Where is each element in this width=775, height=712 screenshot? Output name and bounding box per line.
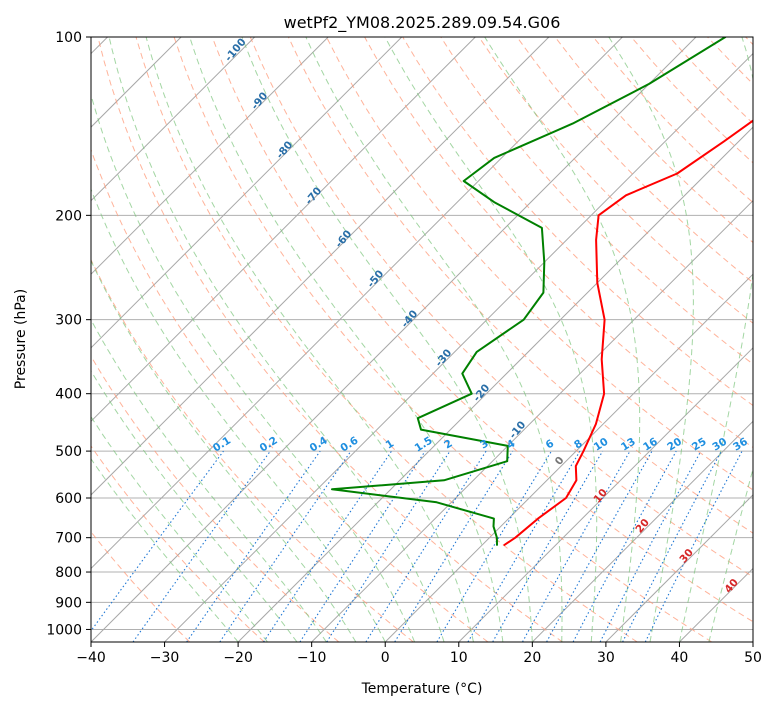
x-tick-label: 0 <box>381 650 390 666</box>
plot-background <box>91 37 753 642</box>
y-tick-label: 600 <box>55 491 82 507</box>
x-tick-label: −10 <box>297 650 327 666</box>
y-tick-label: 900 <box>55 595 82 611</box>
y-tick-label: 700 <box>55 531 82 547</box>
y-axis-title: Pressure (hPa) <box>13 289 29 389</box>
x-tick-label: −30 <box>150 650 180 666</box>
x-tick-label: 10 <box>450 650 468 666</box>
isotherm-line <box>753 37 775 642</box>
x-axis-title: Temperature (°C) <box>361 681 483 697</box>
x-tick-label: −20 <box>223 650 253 666</box>
chart-title: wetPf2_YM08.2025.289.09.54.G06 <box>284 13 561 33</box>
y-tick-label: 300 <box>55 313 82 329</box>
y-tick-label: 800 <box>55 565 82 581</box>
y-tick-label: 500 <box>55 444 82 460</box>
y-tick-label: 400 <box>55 387 82 403</box>
x-tick-label: −40 <box>76 650 106 666</box>
x-tick-label: 40 <box>671 650 689 666</box>
y-tick-label: 100 <box>55 30 82 46</box>
x-tick-label: 30 <box>597 650 615 666</box>
y-tick-label: 200 <box>55 208 82 224</box>
x-tick-label: 50 <box>744 650 762 666</box>
y-tick-label: 1000 <box>46 622 82 638</box>
x-tick-label: 20 <box>523 650 541 666</box>
